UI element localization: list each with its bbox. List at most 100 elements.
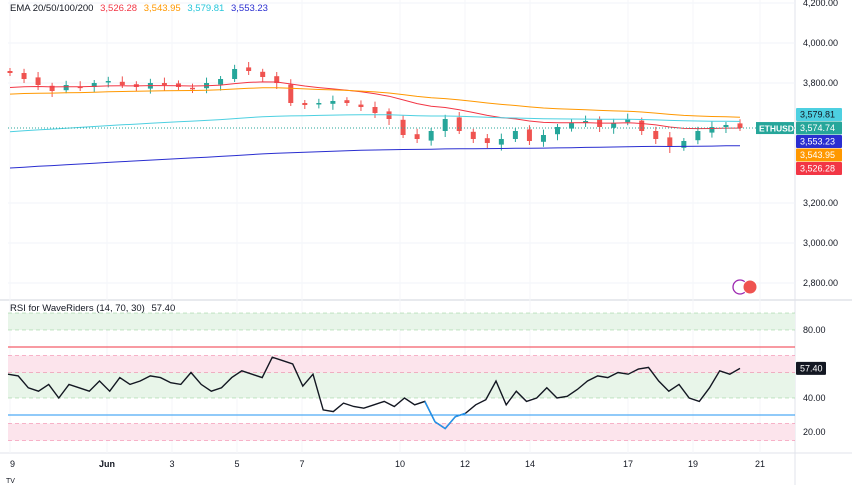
price-badge [796,108,842,121]
rsi-tick-label: 40.00 [803,393,826,403]
candle-body [190,87,195,90]
ema200-value: 3,553.23 [230,3,268,14]
candle-body [288,84,294,103]
date-tick-label: 10 [395,459,405,469]
candle-body [49,85,55,91]
price-tick-label: 4,000.00 [803,38,838,48]
ema-legend-label: EMA 20/50/100/200 [10,3,94,14]
price-badge [796,135,842,148]
rsi-legend-label: RSI for WaveRiders (14, 70, 30) [10,303,145,314]
ema200-line [9,145,741,169]
ema-legend[interactable]: EMA 20/50/100/200 3,526.28 3,543.95 3,57… [10,3,272,14]
candle-body [442,119,448,131]
candle-body [400,119,406,135]
price-badge-label: 3,553.23 [800,137,835,147]
ema20-value: 3,526.28 [100,3,138,14]
candle-body [653,131,659,139]
candle-body [330,101,336,104]
date-tick-label: 17 [623,459,633,469]
candle-body [274,76,280,83]
rsi-legend-value: 57.40 [151,303,176,314]
price-badge-label: 3,579.81 [800,110,835,120]
candle-body [21,73,27,79]
candle-body [625,119,631,123]
rsi-value-badge-label: 57.40 [800,363,823,373]
date-tick-label: 12 [460,459,470,469]
rsi-upper-zone [8,313,795,330]
tradingview-logo: TV [6,478,15,485]
rsi-oversold-zone [8,423,795,441]
candle-body [583,121,589,123]
candle-body [7,71,13,73]
candle-body [105,81,111,83]
rsi-overbought-zone [8,355,795,373]
date-tick-label: 19 [688,459,698,469]
price-badge [796,148,842,162]
ema20-line [9,81,740,130]
price-badge [796,121,842,135]
candle-body [358,104,364,107]
price-tick-label: 2,800.00 [803,278,838,288]
candle-body [526,129,532,141]
candle-body [555,127,560,135]
rsi-tick-label: 20.00 [803,427,826,437]
rsi-oversold-segment [424,401,466,430]
candle-body [428,131,434,141]
date-tick-label: 3 [169,459,174,469]
symbol-badge-label: ETHUSD [759,124,794,134]
candle-body [667,137,673,147]
price-tick-label: 4,200.00 [803,0,838,8]
date-tick-label: 21 [755,459,765,469]
candle-body [218,79,224,85]
candle-body [63,85,69,91]
candle-body [456,117,462,131]
candle-body [316,103,322,105]
price-badge-label: 3,543.95 [800,150,835,160]
ema100-value: 3,579.81 [187,3,225,14]
candle-body [414,134,420,139]
candle-body [470,131,476,139]
rsi-legend[interactable]: RSI for WaveRiders (14, 70, 30) 57.40 [10,303,179,314]
rsi-value-badge [796,361,826,375]
price-badge [796,162,842,175]
date-tick-label: Jun [99,459,115,469]
rsi-line [7,356,741,430]
candle-body [246,67,252,71]
candle-body [344,100,350,103]
price-badge-label: 3,526.28 [800,164,835,174]
candle-body [512,131,518,139]
candle-body [119,81,125,85]
symbol-badge [756,122,794,135]
candle-body [723,125,729,127]
candle-body [484,138,490,143]
candle-body [540,135,546,142]
candle-body [498,139,504,145]
price-tick-label: 3,200.00 [803,198,838,208]
rsi-tick-label: 80.00 [803,325,826,335]
ema100-line [9,114,741,133]
candle-body [372,107,378,113]
ema50-line [9,87,741,118]
candle-body [709,127,715,133]
candle-body [91,83,97,87]
date-tick-label: 14 [525,459,535,469]
date-tick-label: 5 [234,459,239,469]
candle-body [161,83,167,85]
candle-body [611,123,617,128]
candle-body [569,123,575,129]
candle-body [695,131,701,141]
price-tick-label: 3,800.00 [803,78,838,88]
date-tick-label: 7 [299,459,304,469]
candle-body [77,86,83,89]
price-tick-label: 3,000.00 [803,238,838,248]
candle-body [639,120,645,131]
candle-body [35,77,41,85]
ema50-value: 3,543.95 [143,3,181,14]
candle-body [737,123,743,129]
flag-icon [742,279,758,295]
date-tick-label: 9 [10,459,15,469]
candle-body [681,141,687,148]
price-badge-label: 3,574.74 [800,123,835,133]
